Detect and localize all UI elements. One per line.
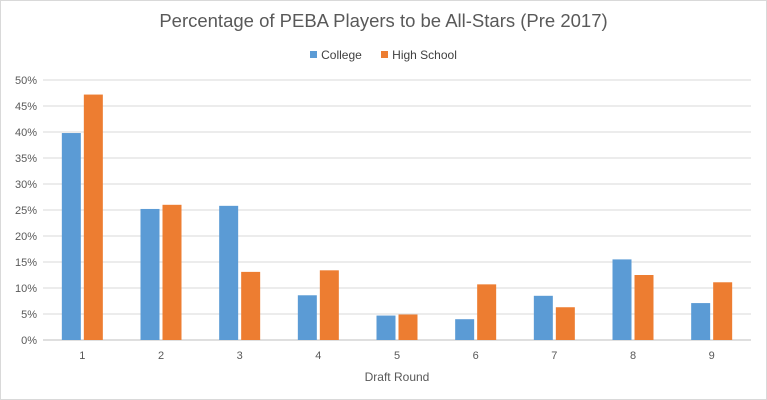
legend-swatch-high-school [381,51,389,59]
legend-item-high-school: High School [381,48,457,62]
legend-swatch-college [310,51,318,59]
x-tick-label: 1 [79,350,85,362]
y-tick-label: 20% [15,231,37,243]
x-tick-label: 2 [158,350,164,362]
bar-college-round-6 [455,319,475,340]
y-tick-label: 30% [15,179,37,191]
y-tick-label: 0% [21,335,37,347]
x-tick-label: 6 [473,350,479,362]
x-tick-label: 3 [237,350,243,362]
x-tick-label: 9 [709,350,715,362]
chart-title: Percentage of PEBA Players to be All-Sta… [159,10,608,31]
bar-high-school-round-5 [398,314,418,340]
y-tick-label: 25% [15,205,37,217]
bar-college-round-3 [219,205,239,340]
x-tick-label: 4 [315,350,321,362]
bar-high-school-round-3 [241,271,261,340]
bar-college-round-5 [376,315,396,340]
y-tick-label: 10% [15,283,37,295]
bar-college-round-9 [691,303,711,340]
bar-high-school-round-9 [713,282,733,340]
bar-college-round-7 [533,295,553,340]
y-tick-label: 40% [15,127,37,139]
legend-label-college: College [321,47,362,62]
bar-college-round-8 [612,259,632,340]
bar-high-school-round-4 [319,270,339,340]
x-axis-title: Draft Round [365,370,430,384]
x-tick-label: 5 [394,350,400,362]
bar-high-school-round-7 [555,307,575,340]
y-tick-label: 5% [21,309,37,321]
y-tick-label: 35% [15,153,37,165]
legend: College High School [0,47,767,62]
y-tick-label: 50% [15,75,37,87]
bar-high-school-round-2 [162,204,182,340]
x-tick-label: 8 [630,350,636,362]
legend-label-high-school: High School [392,47,457,62]
bar-college-round-4 [297,295,317,340]
bar-college-round-2 [140,208,160,340]
bar-high-school-round-8 [634,275,654,340]
bar-college-round-1 [61,133,81,340]
x-tick-label: 7 [551,350,557,362]
bar-high-school-round-1 [83,94,103,340]
bar-high-school-round-6 [477,284,497,340]
y-tick-label: 15% [15,257,37,269]
legend-item-college: College [310,48,362,62]
y-tick-label: 45% [15,101,37,113]
